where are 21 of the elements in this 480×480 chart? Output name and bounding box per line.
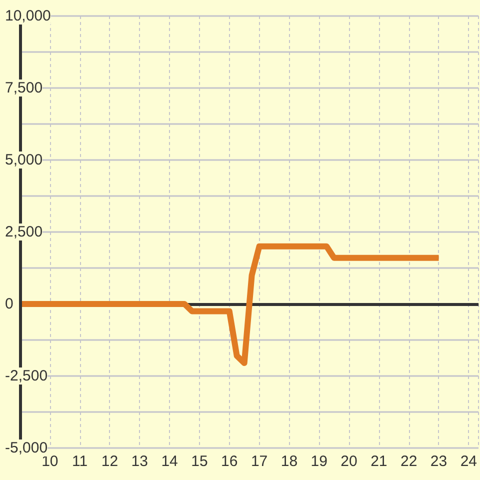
x-tick-label: 21 [370,453,388,470]
y-tick-label: 2,500 [5,224,43,240]
x-tick-label: 15 [191,453,208,470]
x-tick-label: 18 [280,453,298,470]
y-tick-label: -5,000 [5,440,48,456]
x-tick-label: 19 [310,453,328,470]
y-tick-label: 10,000 [5,8,51,24]
x-tick-label: 20 [340,453,358,470]
x-tick-label: 17 [250,453,268,470]
y-tick-label: 5,000 [5,152,43,168]
x-tick-label: 16 [221,453,238,470]
y-tick-label: 7,500 [5,80,43,96]
x-tick-label: 12 [101,453,118,470]
x-tick-label: 22 [400,453,418,470]
x-tick-label: 14 [161,453,178,470]
y-tick-label: 0 [5,296,14,312]
x-tick-label: 24 [460,453,477,470]
x-tick-label: 11 [72,453,88,470]
y-tick-label: -2,500 [5,368,48,384]
x-tick-label: 23 [430,453,448,470]
x-tick-label: 13 [131,453,148,470]
